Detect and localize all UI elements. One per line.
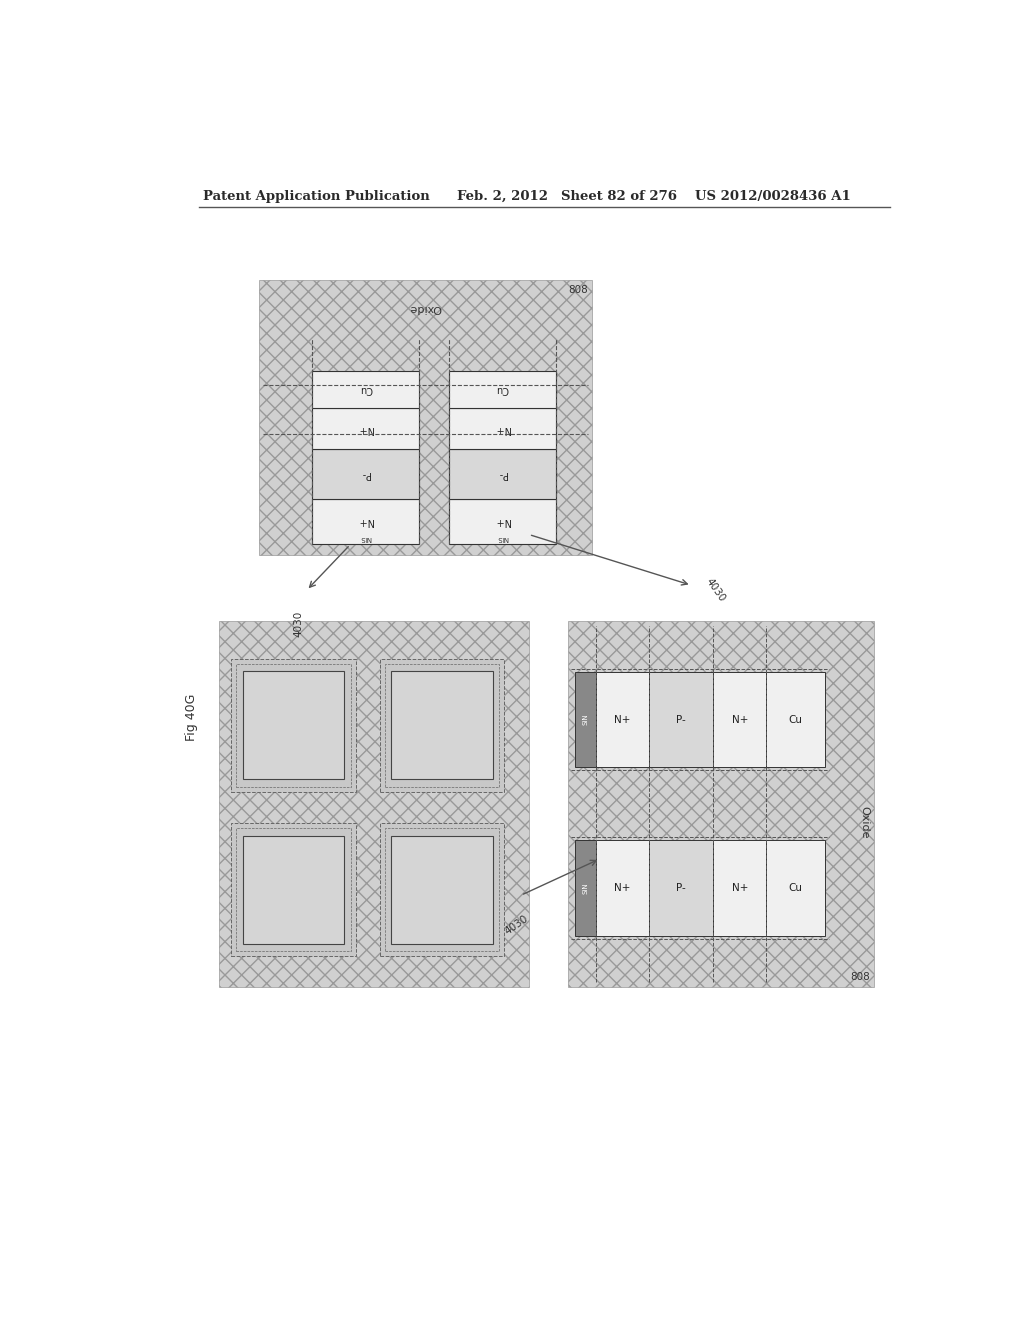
Bar: [385, 829, 500, 952]
Bar: [380, 824, 504, 956]
Bar: [259, 280, 592, 554]
Text: US 2012/0028436 A1: US 2012/0028436 A1: [695, 190, 851, 202]
Text: P-: P-: [676, 714, 686, 725]
Bar: [766, 672, 825, 767]
Text: N+: N+: [358, 516, 374, 527]
Text: SiN: SiN: [583, 714, 588, 726]
Bar: [449, 371, 556, 408]
Bar: [391, 671, 494, 779]
Text: N+: N+: [614, 883, 631, 892]
Bar: [574, 672, 596, 767]
Text: 808: 808: [850, 972, 870, 982]
Text: N+: N+: [614, 714, 631, 725]
Text: Cu: Cu: [788, 714, 803, 725]
Bar: [312, 408, 419, 449]
Text: N+: N+: [731, 883, 748, 892]
Bar: [243, 836, 344, 944]
Text: NIS: NIS: [359, 535, 372, 541]
Bar: [596, 672, 649, 767]
Bar: [312, 499, 419, 544]
Bar: [237, 829, 351, 952]
Bar: [243, 671, 344, 779]
Bar: [449, 499, 556, 544]
Bar: [574, 841, 596, 936]
Bar: [649, 841, 713, 936]
Text: Oxide: Oxide: [410, 302, 441, 313]
Text: Sheet 82 of 276: Sheet 82 of 276: [560, 190, 677, 202]
Text: 4030: 4030: [703, 577, 727, 605]
Text: 808: 808: [568, 285, 588, 296]
Bar: [713, 841, 766, 936]
Text: P-: P-: [676, 883, 686, 892]
Text: SiN: SiN: [583, 882, 588, 894]
Bar: [312, 449, 419, 499]
Bar: [380, 659, 504, 792]
Text: 4030: 4030: [503, 913, 530, 937]
Text: P-: P-: [361, 469, 371, 479]
Text: P-: P-: [498, 469, 507, 479]
Text: Cu: Cu: [788, 883, 803, 892]
Text: Fig 40G: Fig 40G: [185, 694, 198, 741]
Text: N+: N+: [731, 714, 748, 725]
Bar: [766, 841, 825, 936]
Text: Cu: Cu: [496, 384, 509, 395]
Bar: [568, 620, 874, 987]
Text: Oxide: Oxide: [859, 805, 869, 838]
Bar: [596, 841, 649, 936]
Bar: [237, 664, 351, 787]
Bar: [713, 672, 766, 767]
Bar: [449, 408, 556, 449]
Text: N+: N+: [495, 424, 510, 433]
Text: 4030: 4030: [294, 611, 304, 638]
Bar: [385, 664, 500, 787]
Text: NIS: NIS: [497, 535, 508, 541]
Bar: [312, 371, 419, 408]
Text: N+: N+: [358, 424, 374, 433]
Bar: [231, 824, 355, 956]
Bar: [391, 836, 494, 944]
Bar: [649, 672, 713, 767]
Bar: [231, 659, 355, 792]
Text: Patent Application Publication: Patent Application Publication: [204, 190, 430, 202]
Bar: [449, 449, 556, 499]
Bar: [219, 620, 528, 987]
Text: N+: N+: [495, 516, 510, 527]
Text: Feb. 2, 2012: Feb. 2, 2012: [458, 190, 548, 202]
Text: Cu: Cu: [359, 384, 372, 395]
